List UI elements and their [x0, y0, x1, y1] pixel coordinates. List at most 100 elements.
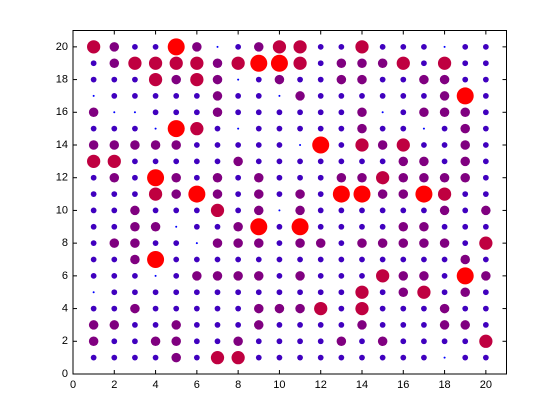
point: [376, 269, 390, 283]
point: [132, 191, 138, 197]
point: [439, 91, 450, 101]
point: [462, 207, 469, 214]
point: [237, 127, 240, 130]
point: [254, 271, 264, 281]
point: [171, 74, 181, 85]
point: [462, 338, 469, 345]
point: [109, 58, 120, 68]
point: [235, 256, 242, 263]
point: [133, 111, 136, 114]
point: [441, 272, 448, 279]
point: [336, 172, 347, 183]
point: [338, 256, 345, 263]
point: [355, 138, 369, 152]
point: [398, 156, 409, 167]
point: [419, 271, 429, 281]
point: [233, 238, 243, 248]
x-tick-label: 12: [315, 379, 327, 391]
point: [132, 43, 138, 50]
point: [377, 336, 388, 347]
point: [460, 140, 470, 150]
point: [338, 93, 345, 99]
point: [214, 305, 221, 312]
point: [441, 289, 448, 296]
point: [216, 45, 219, 48]
point: [398, 172, 409, 183]
point: [317, 289, 324, 296]
point: [235, 43, 242, 50]
point: [359, 272, 365, 279]
y-tick-label: 0: [62, 368, 68, 380]
point: [422, 127, 425, 130]
point: [235, 289, 242, 296]
point: [482, 93, 489, 99]
point: [152, 240, 159, 247]
x-tick-label: 0: [70, 379, 76, 391]
point: [214, 142, 221, 148]
point: [379, 43, 386, 50]
point: [415, 185, 433, 203]
point: [90, 240, 97, 247]
point: [421, 305, 427, 312]
point: [462, 223, 469, 230]
point: [254, 303, 264, 314]
point: [421, 338, 427, 345]
point: [441, 158, 448, 165]
point: [359, 354, 365, 361]
point: [255, 338, 262, 345]
point: [293, 56, 307, 70]
point: [276, 240, 283, 247]
point: [274, 74, 285, 85]
point: [419, 74, 429, 85]
point: [235, 174, 242, 181]
point: [441, 223, 448, 230]
point: [355, 40, 369, 54]
point: [173, 109, 180, 116]
point: [443, 356, 446, 359]
point: [111, 305, 118, 312]
point: [439, 172, 450, 183]
point: [293, 40, 307, 54]
point: [210, 351, 225, 365]
point: [113, 111, 116, 114]
point: [152, 109, 159, 116]
point: [338, 43, 345, 50]
point: [379, 207, 386, 214]
point: [439, 320, 450, 330]
point: [400, 305, 407, 312]
point: [237, 78, 240, 81]
point: [107, 154, 121, 168]
point: [212, 91, 223, 101]
point: [255, 256, 262, 263]
y-tick-label: 18: [56, 73, 68, 85]
point: [379, 305, 386, 312]
point: [192, 271, 202, 281]
x-tick-label: 18: [438, 379, 450, 391]
point: [439, 107, 450, 118]
point: [132, 289, 138, 296]
point: [128, 56, 142, 70]
point: [255, 354, 262, 361]
point: [317, 191, 324, 197]
point: [171, 189, 181, 199]
point: [482, 256, 489, 263]
point: [479, 334, 493, 348]
point: [214, 158, 221, 165]
y-tick-label: 8: [62, 237, 68, 249]
point: [190, 122, 204, 136]
point: [193, 207, 200, 214]
point: [400, 43, 407, 50]
point: [173, 93, 180, 99]
point: [295, 271, 305, 281]
point: [481, 271, 491, 281]
point: [376, 171, 390, 185]
point: [357, 74, 367, 85]
point: [379, 158, 386, 165]
point: [317, 93, 324, 99]
point: [88, 140, 99, 150]
point: [317, 158, 324, 165]
point: [419, 172, 429, 183]
point: [400, 93, 407, 99]
point: [255, 109, 262, 116]
